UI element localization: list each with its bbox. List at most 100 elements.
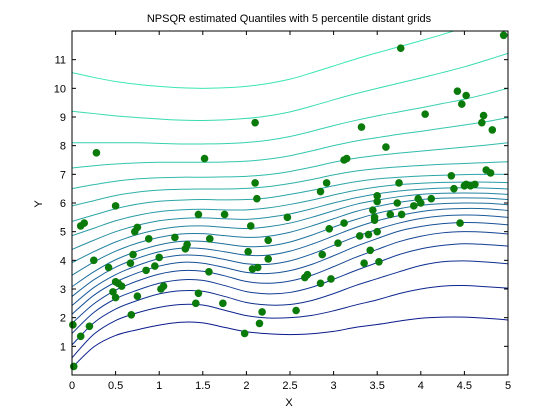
- data-point: [144, 235, 153, 243]
- data-point: [253, 194, 261, 203]
- data-point: [360, 259, 368, 268]
- data-point: [303, 270, 312, 279]
- quantile-curve-14: [72, 173, 508, 222]
- data-point: [427, 194, 436, 203]
- data-point: [151, 262, 159, 270]
- quantile-curve-15: [72, 161, 508, 207]
- data-point: [355, 232, 364, 240]
- data-point: [264, 255, 273, 263]
- data-point: [340, 219, 348, 227]
- data-point: [253, 263, 262, 272]
- data-point: [192, 299, 200, 308]
- quantile-curve-18: [72, 87, 508, 145]
- data-points: [69, 31, 508, 371]
- data-point: [292, 306, 300, 315]
- y-tick-label: 10: [54, 83, 66, 95]
- quantile-curve-20: [72, 31, 456, 89]
- data-point: [364, 230, 373, 239]
- x-tick-label: 0: [69, 380, 75, 392]
- data-point: [69, 362, 78, 371]
- data-point: [264, 236, 273, 245]
- data-point: [456, 219, 464, 227]
- data-point: [334, 239, 342, 247]
- data-point: [373, 192, 382, 200]
- data-point: [450, 184, 458, 193]
- data-point: [488, 126, 497, 134]
- x-tick-label: 4: [418, 380, 424, 392]
- y-tick-label: 2: [60, 313, 66, 325]
- data-point: [251, 118, 259, 127]
- quantile-curve-9: [72, 202, 508, 288]
- quantile-curve-11: [72, 192, 508, 264]
- y-axis-label: Y: [33, 200, 45, 208]
- data-point: [283, 213, 292, 222]
- data-point: [129, 250, 137, 259]
- data-point: [369, 206, 377, 214]
- data-point: [200, 154, 209, 163]
- data-point: [109, 288, 117, 296]
- data-point: [133, 292, 142, 300]
- x-tick-label: 1.5: [195, 380, 210, 392]
- data-point: [373, 227, 382, 236]
- data-point: [240, 329, 249, 338]
- data-point: [255, 319, 264, 328]
- data-point: [410, 202, 418, 210]
- data-point: [421, 110, 429, 118]
- data-point: [142, 266, 150, 275]
- data-point: [127, 311, 136, 319]
- data-point: [325, 225, 334, 233]
- quantile-curve-5: [72, 231, 508, 324]
- x-tick-label: 2: [243, 380, 249, 392]
- data-point: [246, 222, 255, 230]
- y-tick-label: 4: [60, 255, 66, 267]
- data-point: [133, 223, 142, 232]
- x-tick-label: 2.5: [282, 380, 297, 392]
- x-tick-label: 1: [156, 380, 162, 392]
- data-point: [396, 44, 405, 52]
- data-point: [316, 187, 325, 196]
- data-point: [205, 235, 214, 243]
- data-point: [453, 87, 462, 95]
- quantile-curve-1: [72, 316, 508, 369]
- data-point: [322, 179, 331, 187]
- y-tick-label: 3: [60, 284, 66, 296]
- x-tick-label: 4.5: [457, 380, 472, 392]
- data-point: [111, 202, 120, 210]
- data-point: [342, 154, 351, 163]
- data-point: [357, 123, 366, 131]
- data-point: [479, 111, 488, 120]
- quantile-curve-19: [72, 52, 508, 121]
- chart-title: NPSQR estimated Quantiles with 5 percent…: [147, 13, 432, 25]
- data-point: [327, 275, 335, 283]
- data-point: [244, 247, 252, 256]
- data-point: [375, 257, 383, 266]
- data-point: [318, 250, 327, 259]
- quantile-curves: [72, 31, 508, 369]
- y-tick-label: 8: [60, 141, 66, 153]
- x-axis: 0 0.5 1 1.5 2 2.5 3 3.5 4 4.5 5: [69, 31, 511, 392]
- y-tick-label: 7: [60, 169, 66, 181]
- data-point: [393, 199, 402, 207]
- data-point: [447, 171, 456, 180]
- data-point: [417, 199, 425, 207]
- data-point: [457, 100, 466, 108]
- x-tick-label: 0.5: [108, 380, 123, 392]
- y-tick-label: 9: [60, 112, 66, 124]
- data-point: [76, 332, 85, 341]
- quantile-curve-12: [72, 187, 508, 250]
- quantile-curve-2: [72, 285, 508, 359]
- data-point: [126, 259, 135, 268]
- quantile-curve-8: [72, 207, 508, 297]
- data-point: [316, 279, 325, 288]
- x-tick-label: 3.5: [370, 380, 385, 392]
- y-axis: 1 2 3 4 5 6 7 8 9 10 11: [54, 55, 508, 353]
- data-point: [478, 118, 486, 127]
- x-axis-label: X: [285, 397, 293, 409]
- data-point: [111, 293, 120, 302]
- y-tick-label: 6: [60, 198, 66, 210]
- data-point: [366, 246, 375, 255]
- data-point: [90, 256, 98, 265]
- data-point: [397, 210, 406, 219]
- data-point: [220, 210, 229, 219]
- data-point: [171, 233, 179, 242]
